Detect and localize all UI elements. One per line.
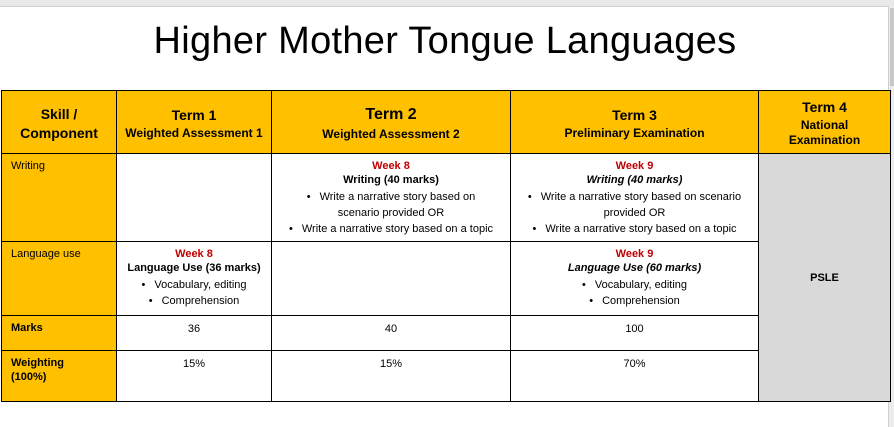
list-item: Write a narrative story based on scenari… xyxy=(511,189,758,205)
writing-term2-title: Writing (40 marks) xyxy=(343,174,439,186)
language-use-term3-cell: Week 9 Language Use (60 marks) Vocabular… xyxy=(510,241,759,316)
marks-row: Marks 36 40 100 xyxy=(1,315,891,351)
language-use-term1-cell: Week 8 Language Use (36 marks) Vocabular… xyxy=(116,241,272,316)
writing-term3-week: Week 9 xyxy=(615,160,654,172)
list-item: Write a narrative story based on xyxy=(272,189,510,205)
header-term2: Term 2 Weighted Assessment 2 xyxy=(271,90,511,154)
language-use-row: Language use Week 8 Language Use (36 mar… xyxy=(1,241,891,316)
language-use-label: Language use xyxy=(1,241,117,316)
term4-label: Term 4 xyxy=(802,99,847,115)
language-use-term2-cell xyxy=(271,241,511,316)
term1-sub: Weighted Assessment 1 xyxy=(125,125,263,140)
writing-term3-title: Writing (40 marks) xyxy=(586,174,683,186)
list-item-text: Vocabulary, editing xyxy=(582,279,687,291)
list-item: Comprehension xyxy=(511,293,758,309)
writing-term2-list: Write a narrative story based on scenari… xyxy=(272,189,510,237)
list-item-text: Comprehension xyxy=(589,295,680,307)
writing-term3-cell: Week 9 Writing (40 marks) Write a narrat… xyxy=(510,153,759,242)
scrollbar-thumb[interactable] xyxy=(890,8,894,86)
language-use-term3-list: Vocabulary, editing Comprehension xyxy=(511,277,758,309)
list-item-text: Write a narrative story based on a topic xyxy=(289,223,493,235)
language-use-term3-title: Language Use (60 marks) xyxy=(567,262,702,274)
writing-label: Writing xyxy=(1,153,117,242)
writing-term2-week: Week 8 xyxy=(372,160,410,172)
term3-sub: Preliminary Examination xyxy=(564,125,705,140)
term1-label: Term 1 xyxy=(171,106,217,123)
list-item: Vocabulary, editing xyxy=(117,277,271,293)
marks-term1: 36 xyxy=(116,315,272,351)
marks-term2: 40 xyxy=(271,315,511,351)
assessment-table: Skill / Component Term 1 Weighted Assess… xyxy=(1,90,891,402)
header-skill-line1: Skill / xyxy=(40,105,78,122)
window-top-edge xyxy=(0,0,894,7)
term3-label: Term 3 xyxy=(612,106,657,123)
weighting-label: Weighting (100%) xyxy=(1,350,117,402)
header-skill-component: Skill / Component xyxy=(1,90,117,154)
list-item: Vocabulary, editing xyxy=(511,277,758,293)
list-item-text: scenario provided OR xyxy=(337,207,445,219)
header-term3: Term 3 Preliminary Examination xyxy=(510,90,759,154)
language-use-term1-week: Week 8 xyxy=(175,248,213,260)
weighting-term3: 70% xyxy=(510,350,759,402)
weighting-term2: 15% xyxy=(271,350,511,402)
header-term1: Term 1 Weighted Assessment 1 xyxy=(116,90,272,154)
term2-sub: Weighted Assessment 2 xyxy=(322,126,460,141)
list-item-text: Vocabulary, editing xyxy=(142,279,247,291)
list-item: scenario provided OR xyxy=(272,205,510,221)
language-use-term3-week: Week 9 xyxy=(615,248,654,260)
language-use-term1-list: Vocabulary, editing Comprehension xyxy=(117,277,271,309)
writing-term3-list: Write a narrative story based on scenari… xyxy=(511,189,758,237)
weighting-term1: 15% xyxy=(116,350,272,402)
header-skill-line2: Component xyxy=(20,124,98,141)
list-item-text: Write a narrative story based on xyxy=(307,191,476,203)
list-item: Write a narrative story based on a topic xyxy=(511,221,758,237)
list-item: Write a narrative story based on a topic xyxy=(272,221,510,237)
list-item-text: Write a narrative story based on a topic xyxy=(532,223,736,235)
list-item-text: Write a narrative story based on scenari… xyxy=(528,191,741,203)
list-item: provided OR xyxy=(511,205,758,221)
list-item-text: provided OR xyxy=(603,207,666,219)
header-row: Skill / Component Term 1 Weighted Assess… xyxy=(1,90,891,154)
term4-sub-line1: National xyxy=(800,118,849,132)
term2-label: Term 2 xyxy=(365,105,417,123)
marks-label: Marks xyxy=(1,315,117,351)
weighting-row: Weighting (100%) 15% 15% 70% xyxy=(1,350,891,402)
list-item-text: Comprehension xyxy=(149,295,240,307)
writing-term1-cell xyxy=(116,153,272,242)
header-term4: Term 4 National Examination xyxy=(758,90,891,154)
term4-sub-line2: Examination xyxy=(788,133,861,147)
writing-term2-cell: Week 8 Writing (40 marks) Write a narrat… xyxy=(271,153,511,242)
marks-term3: 100 xyxy=(510,315,759,351)
writing-row: Writing Week 8 Writing (40 marks) Write … xyxy=(1,153,891,402)
term4-psle-cell: PSLE xyxy=(758,153,891,402)
list-item: Comprehension xyxy=(117,293,271,309)
weighting-label-line1: Weighting xyxy=(11,357,64,369)
language-use-term1-title: Language Use (36 marks) xyxy=(127,262,261,274)
weighting-label-line2: (100%) xyxy=(11,371,47,383)
page-title: Higher Mother Tongue Languages xyxy=(153,20,737,62)
